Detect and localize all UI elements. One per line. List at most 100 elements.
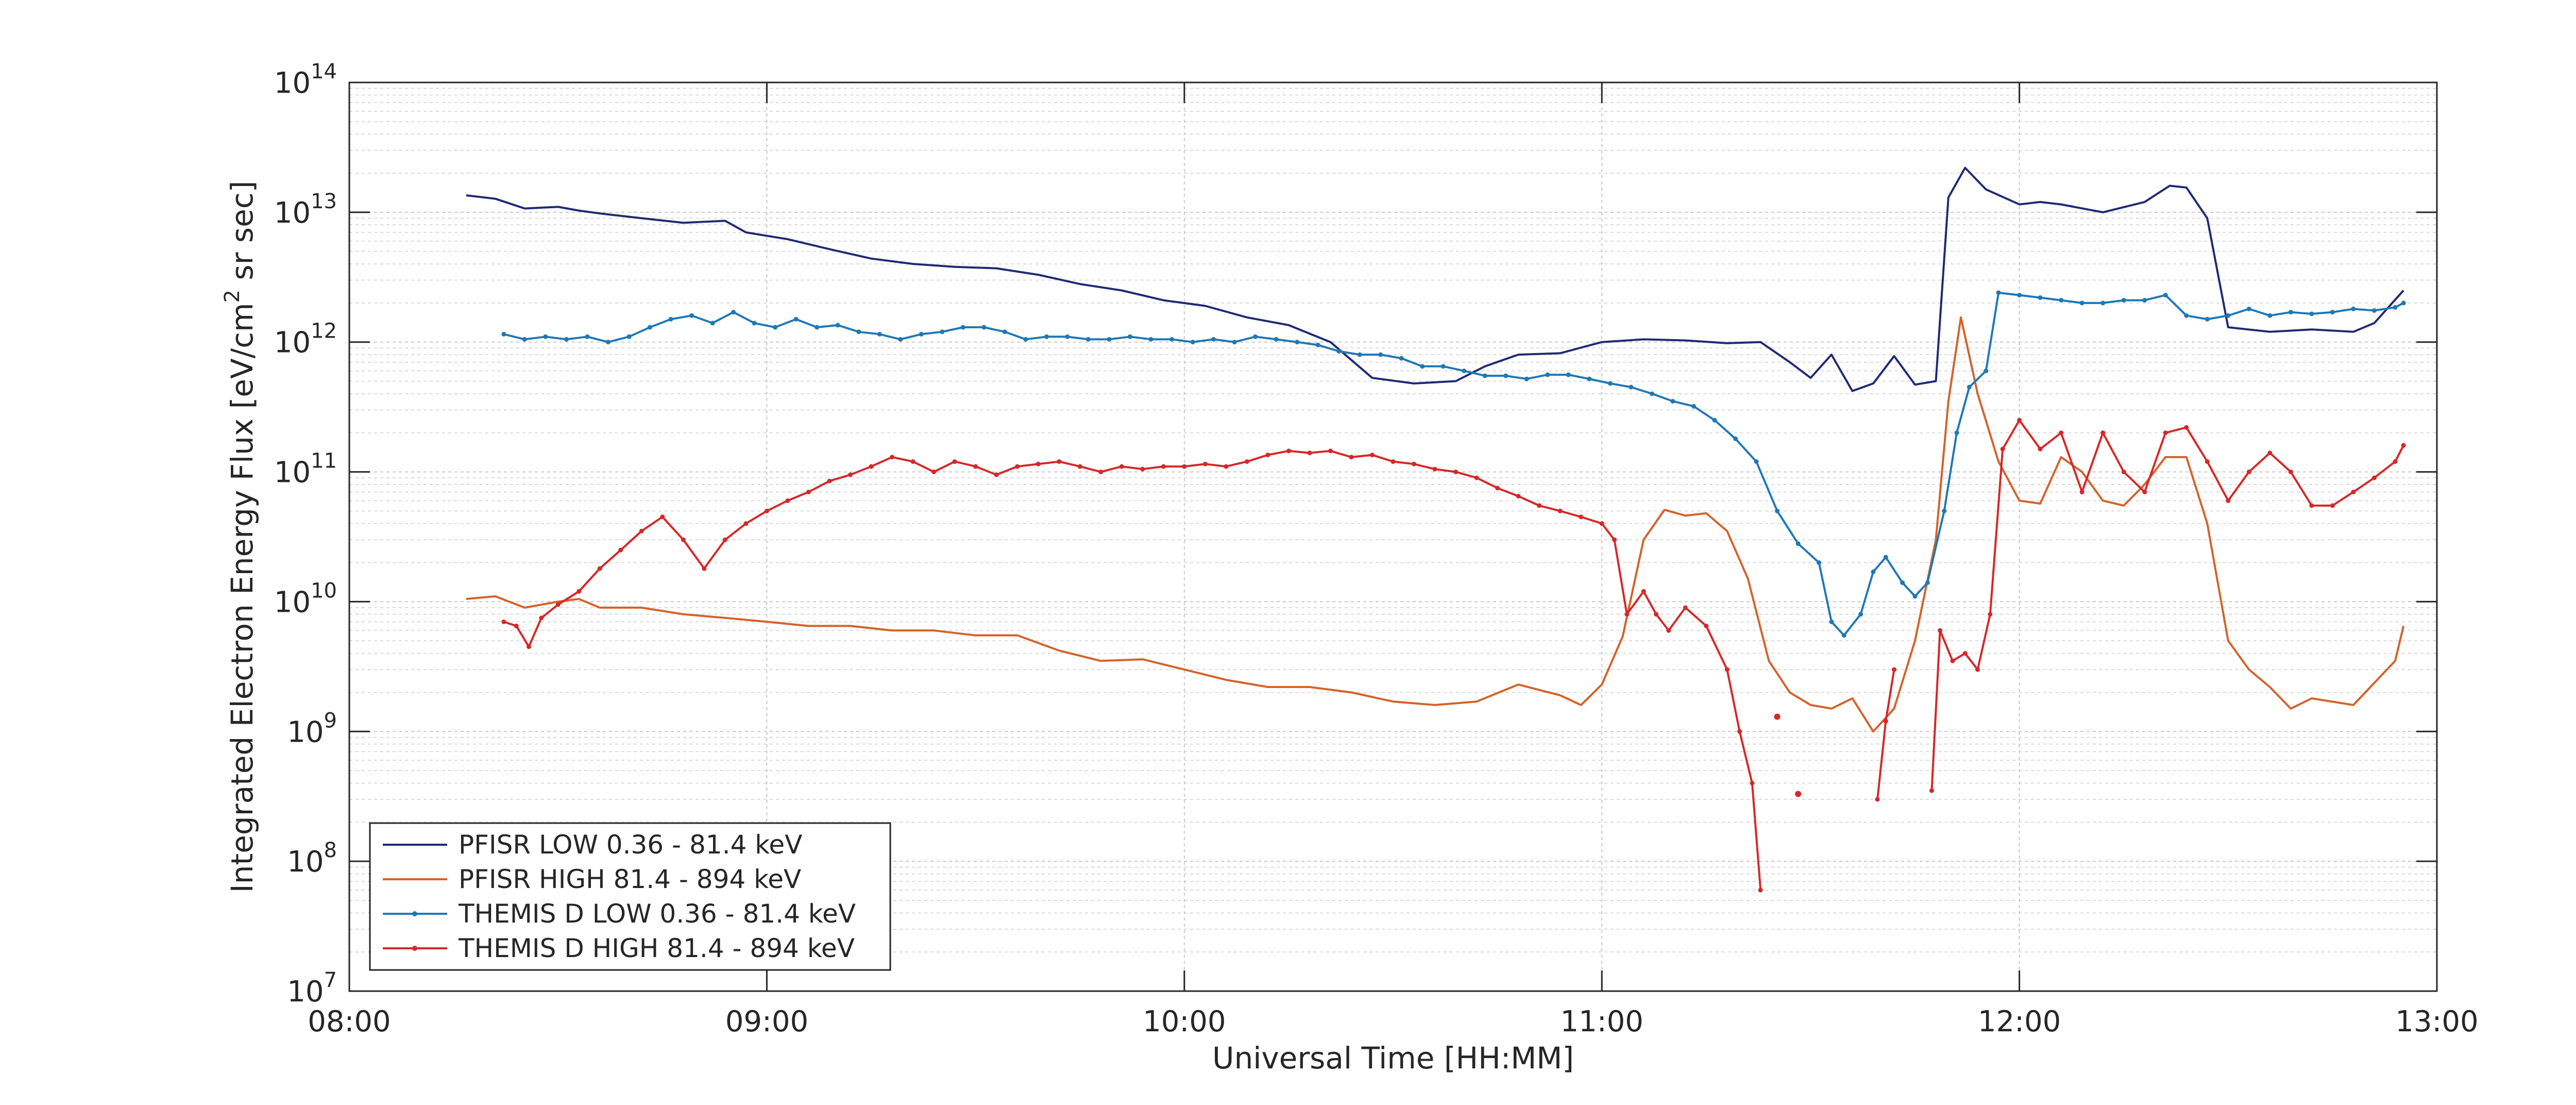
data-point [681, 537, 686, 542]
data-point [848, 472, 853, 477]
y-tick-label: 109 [287, 709, 337, 749]
data-point [1440, 364, 1446, 369]
legend-item: THEMIS D LOW 0.36 - 81.4 keV [383, 899, 856, 929]
data-point [1077, 464, 1082, 469]
series-line [466, 166, 2404, 392]
data-point [1537, 503, 1542, 508]
data-point [514, 624, 519, 629]
legend-label: THEMIS D LOW 0.36 - 81.4 keV [458, 899, 856, 929]
data-point [1086, 337, 1091, 342]
data-point [1524, 376, 1529, 381]
data-point [1996, 290, 2001, 295]
data-point [1683, 605, 1688, 610]
data-point [1169, 337, 1174, 342]
data-point [1900, 580, 1905, 585]
legend-item: THEMIS D HIGH 81.4 - 894 keV [383, 933, 855, 963]
data-point [1336, 348, 1342, 354]
data-point [1607, 381, 1613, 386]
legend-box [369, 822, 891, 971]
data-point [1391, 459, 1396, 464]
data-point [877, 331, 882, 337]
data-point [1858, 612, 1863, 617]
data-point [1737, 729, 1742, 734]
data-point [2079, 300, 2084, 306]
data-point [1624, 612, 1630, 617]
y-tick-label: 1013 [274, 190, 337, 230]
data-point [1962, 651, 1968, 656]
data-point [994, 472, 999, 477]
data-point [689, 313, 694, 318]
data-point [1107, 337, 1112, 342]
data-point [2351, 490, 2356, 495]
data-point [526, 644, 531, 649]
legend-label: PFISR LOW 0.36 - 81.4 keV [459, 830, 802, 860]
data-point [1357, 352, 1362, 357]
data-point [1641, 589, 1646, 594]
series-3 [501, 290, 2406, 638]
legend-item: PFISR LOW 0.36 - 81.4 keV [383, 830, 802, 860]
series-1 [466, 166, 2404, 392]
data-point [577, 589, 582, 594]
data-point [2309, 311, 2314, 316]
data-point [543, 334, 548, 339]
data-point [1733, 436, 1738, 441]
y-axis-title: Integrated Electron Energy Flux [eV/cm2 … [221, 181, 260, 893]
data-point [2371, 475, 2377, 480]
data-point [597, 566, 602, 571]
data-point [1127, 334, 1132, 339]
data-point [2000, 446, 2005, 451]
data-point [1912, 594, 1918, 599]
x-tick-label: 09:00 [725, 1005, 808, 1039]
legend-item: PFISR HIGH 81.4 - 894 keV [383, 864, 801, 894]
data-point [1691, 404, 1696, 409]
data-point [2309, 503, 2314, 508]
x-axis-title: Universal Time [HH:MM] [1212, 1041, 1574, 1076]
data-point [856, 329, 861, 334]
x-tick-label: 13:00 [2395, 1005, 2478, 1039]
data-point [2038, 446, 2043, 451]
data-point [1474, 475, 1479, 480]
x-tick-label: 08:00 [308, 1005, 391, 1039]
data-point [2017, 417, 2022, 423]
data-point [1253, 334, 1258, 339]
data-point [2163, 430, 2168, 436]
legend-label: PFISR HIGH 81.4 - 894 keV [459, 864, 801, 894]
data-point [1587, 376, 1592, 381]
data-point [1119, 464, 1124, 469]
data-point [1057, 459, 1062, 464]
data-point [1612, 537, 1617, 542]
data-point [1654, 612, 1659, 617]
data-point [1950, 658, 1955, 663]
data-point [1349, 455, 1354, 460]
data-point [2393, 305, 2398, 310]
data-point [2401, 300, 2406, 306]
data-point [1750, 781, 1755, 786]
data-point [1295, 340, 1300, 345]
data-point [2100, 430, 2106, 436]
data-point [1002, 329, 1007, 334]
data-point [605, 340, 611, 345]
data-point [1883, 555, 1888, 560]
data-point [764, 508, 769, 513]
data-point [1942, 508, 1947, 513]
data-point [2142, 298, 2147, 303]
data-point [1758, 888, 1763, 893]
data-point [2246, 470, 2251, 475]
data-point [743, 521, 749, 526]
data-point [1795, 541, 1801, 546]
data-point [1754, 459, 1759, 464]
data-point [1462, 369, 1467, 374]
data-point [1629, 384, 1634, 390]
data-point [1412, 461, 1417, 466]
data-point [1140, 466, 1145, 472]
data-point [1929, 788, 1934, 793]
data-point [2226, 498, 2231, 503]
data-point [2184, 313, 2189, 318]
data-point [1704, 624, 1709, 629]
series-line [466, 316, 2405, 733]
data-point [806, 490, 811, 495]
series-line [503, 449, 1762, 891]
data-point [2330, 310, 2335, 315]
data-point [1190, 340, 1195, 345]
data-point [501, 619, 506, 624]
